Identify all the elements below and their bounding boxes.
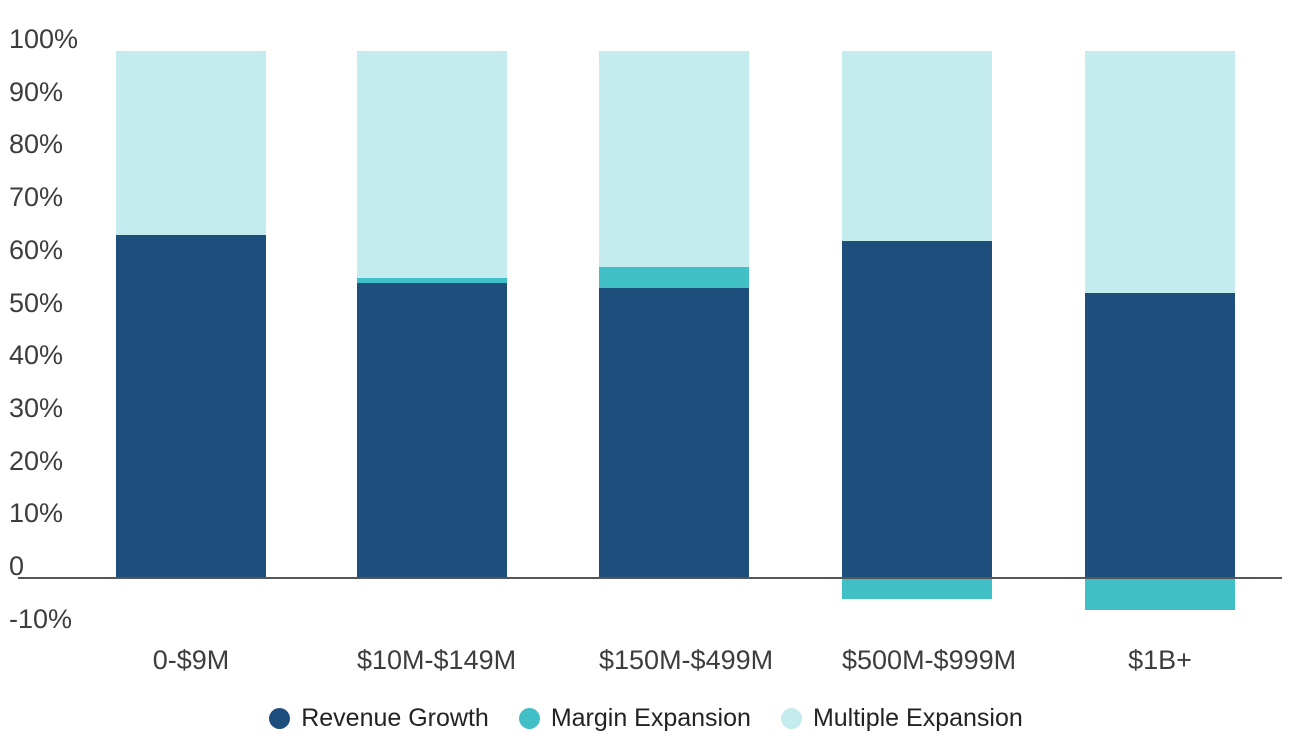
- y-tick-label: 30%: [9, 392, 64, 423]
- x-category-label: $150M-$499M: [599, 645, 774, 675]
- x-category-label: $10M-$149M: [357, 645, 517, 675]
- legend-dot-icon: [269, 707, 291, 729]
- bar-segment-revenue-growth: [842, 240, 992, 578]
- bar-segment-margin-expansion: [357, 277, 507, 283]
- legend-dot-icon: [518, 707, 540, 729]
- legend-dot-icon: [780, 707, 802, 729]
- x-category-label: 0-$9M: [152, 645, 230, 675]
- legend-label: Margin Expansion: [550, 704, 751, 732]
- bar-segment-margin-expansion: [842, 578, 992, 600]
- y-tick-label: 20%: [9, 445, 64, 476]
- y-tick-label: 10%: [9, 498, 64, 529]
- bar-segment-multiple-expansion: [842, 51, 992, 241]
- legend-item-multiple-expansion: Multiple Expansion: [780, 703, 1023, 733]
- bar-segment-multiple-expansion: [357, 51, 507, 278]
- y-tick-label: -10%: [9, 603, 73, 634]
- x-axis-baseline: [18, 577, 1282, 579]
- y-tick-label: 0: [9, 551, 25, 581]
- legend-item-revenue-growth: Revenue Growth: [269, 703, 489, 733]
- bar-segment-margin-expansion: [1085, 578, 1235, 610]
- legend-label: Multiple Expansion: [812, 704, 1023, 732]
- bar-segment-revenue-growth: [357, 282, 507, 578]
- bar-segment-multiple-expansion: [116, 51, 266, 236]
- bar-segment-revenue-growth: [599, 288, 749, 578]
- y-tick-label: 70%: [9, 182, 64, 213]
- bar-segment-revenue-growth: [116, 235, 266, 578]
- x-category-label: $1B+: [1128, 645, 1192, 675]
- y-tick-label: 80%: [9, 129, 64, 160]
- legend-item-margin-expansion: Margin Expansion: [518, 703, 751, 733]
- y-tick-label: 90%: [9, 76, 64, 107]
- bar-segment-multiple-expansion: [599, 51, 749, 268]
- y-tick-label: 50%: [9, 287, 64, 318]
- bar-segment-revenue-growth: [1085, 293, 1235, 578]
- legend: Revenue Growth Margin Expansion Multiple E…: [0, 703, 1292, 733]
- bar-segment-margin-expansion: [599, 267, 749, 289]
- legend-label: Revenue Growth: [301, 704, 489, 732]
- x-category-label: $500M-$999M: [842, 645, 1017, 675]
- y-tick-label: 100%: [9, 24, 79, 54]
- y-tick-label: 40%: [9, 340, 64, 371]
- y-tick-label: 60%: [9, 234, 64, 265]
- bar-segment-multiple-expansion: [1085, 51, 1235, 294]
